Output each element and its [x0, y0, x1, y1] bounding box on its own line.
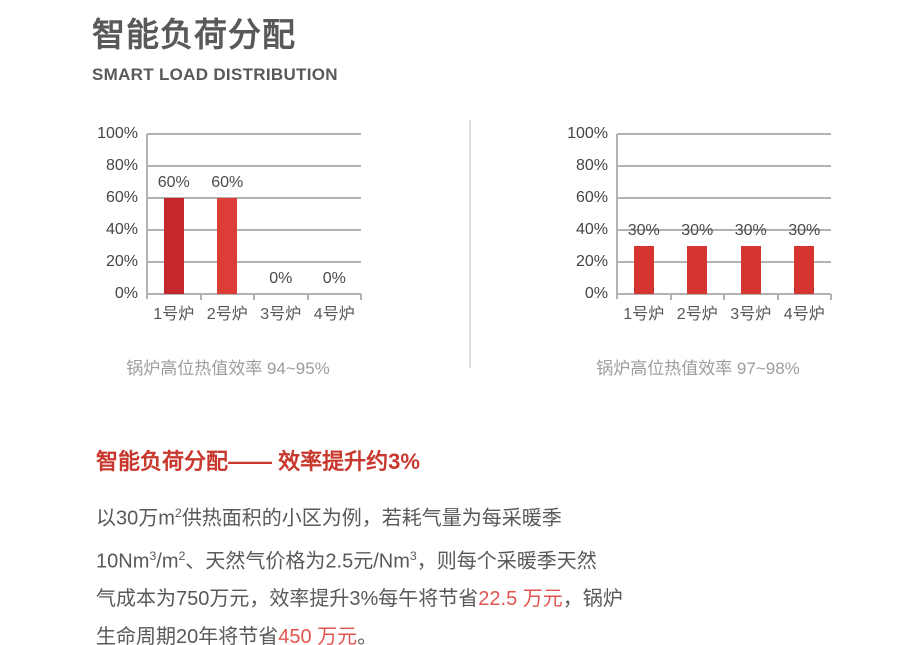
text-segment: 。 — [357, 625, 378, 645]
paragraph-line: 生命周期20年将节省450 万元。 — [96, 619, 623, 645]
text-segment: 气成本为750万元，效率提升3%每午将节省 — [96, 588, 479, 611]
x-tick-mark — [669, 294, 672, 300]
y-axis-label: 60% — [105, 189, 138, 206]
y-axis-label: 80% — [105, 157, 138, 174]
chart-current-load-distribution: 100% 80% 60% 40% 20% 0% 60% 1号炉 60% 2号炉 0% 3号炉 0% 4号炉… — [90, 122, 366, 388]
y-axis-label: 0% — [114, 285, 138, 302]
text-segment: ，则每个采暖季天然 — [416, 550, 597, 573]
chart-smart-load-distribution: 100% 80% 60% 40% 20% 0% 30% 1号炉 30% 2号炉 30% 3号炉 30% 4… — [560, 122, 836, 388]
y-axis-label: 40% — [575, 221, 608, 238]
x-tick-mark — [199, 294, 202, 300]
x-tick-label: 3号炉 — [260, 306, 302, 323]
bar-value-label: 30% — [681, 222, 714, 239]
x-tick-label: 2号炉 — [676, 306, 718, 323]
x-tick-mark — [360, 294, 362, 300]
x-tick-label: 2号炉 — [206, 306, 248, 323]
text-segment: 生命周期20年将节省 — [96, 625, 279, 645]
gridline — [617, 261, 831, 263]
x-tick-mark — [830, 294, 832, 300]
superscript: 2 — [178, 549, 186, 564]
bar — [794, 246, 815, 294]
bar — [217, 198, 238, 294]
y-axis-label: 80% — [575, 157, 608, 174]
text-segment: 供热面积的小区为例，若耗气量为每采暖季 — [181, 507, 562, 530]
gridline — [617, 229, 831, 231]
bar-value-label: 0% — [322, 270, 346, 287]
paragraph-line: 10Nm3/m2、天然气价格为2.5元/Nm3，则每个采暖季天然 — [96, 538, 623, 581]
chart-caption: 锅炉高位热值效率 94~95% — [126, 359, 330, 378]
paragraph: 以30万m2供热面积的小区为例，若耗气量为每采暖季 10Nm3/m2、天然气价格为… — [96, 495, 623, 645]
highlight-red-text: 450 万元 — [278, 625, 358, 645]
bar-value-label: 60% — [211, 174, 244, 191]
text-segment: 、天然气价格为2.5元/Nm — [185, 550, 410, 573]
gridline — [147, 133, 361, 135]
gridline — [147, 165, 361, 167]
paragraph-line: 气成本为750万元，效率提升3%每午将节省22.5 万元，锅炉 — [96, 581, 623, 619]
superscript: 3 — [149, 549, 157, 564]
text-segment: 以30万m — [96, 507, 175, 530]
bar — [687, 246, 708, 294]
y-axis-label: 60% — [575, 189, 608, 206]
y-axis-label: 40% — [105, 221, 138, 238]
bar — [633, 246, 654, 294]
gridline — [617, 165, 831, 167]
text-segment: 10Nm — [96, 550, 150, 573]
header: 智能负荷分配 SMART LOAD DISTRIBUTION — [92, 8, 338, 85]
bar — [740, 246, 761, 294]
y-axis-label: 100% — [97, 125, 138, 142]
superscript: 3 — [409, 549, 417, 564]
explanation-section: 智能负荷分配—— 效率提升约3% 以30万m2供热面积的小区为例，若耗气量为每采… — [96, 444, 623, 645]
bar-value-label: 30% — [788, 222, 821, 239]
x-tick-label: 3号炉 — [730, 306, 772, 323]
y-axis-line — [146, 134, 148, 299]
gridline — [147, 229, 361, 231]
bar-value-label: 30% — [627, 222, 660, 239]
bar — [163, 198, 184, 294]
gridline — [147, 261, 361, 263]
text-segment: ，锅炉 — [562, 588, 623, 611]
x-tick-label: 1号炉 — [623, 306, 665, 323]
x-tick-label: 4号炉 — [313, 306, 355, 323]
page-subtitle: SMART LOAD DISTRIBUTION — [92, 65, 338, 84]
highlight-red-text: 22.5 万元 — [478, 588, 563, 611]
text-segment: /m — [156, 550, 179, 573]
gridline — [617, 197, 831, 199]
y-axis-label: 100% — [567, 125, 608, 142]
y-axis-line — [616, 134, 618, 299]
bar-value-label: 0% — [269, 270, 293, 287]
x-tick-label: 4号炉 — [783, 306, 825, 323]
x-tick-label: 1号炉 — [153, 306, 195, 323]
page-title: 智能负荷分配 — [92, 16, 296, 53]
bar-value-label: 60% — [157, 174, 190, 191]
y-axis-label: 0% — [584, 285, 608, 302]
x-tick-mark — [776, 294, 779, 300]
chart-divider — [469, 120, 471, 368]
chart-caption: 锅炉高位热值效率 97~98% — [596, 359, 800, 378]
x-tick-mark — [253, 294, 255, 300]
y-axis-label: 20% — [575, 253, 608, 270]
gridline — [147, 197, 361, 199]
superscript: 2 — [174, 506, 182, 520]
gridline — [617, 133, 831, 135]
y-axis-label: 20% — [105, 253, 138, 270]
x-tick-mark — [306, 294, 309, 300]
paragraph-line: 以30万m2供热面积的小区为例，若耗气量为每采暖季 — [96, 495, 623, 538]
bar-value-label: 30% — [734, 222, 767, 239]
x-tick-mark — [723, 294, 725, 300]
section-headline: 智能负荷分配—— 效率提升约3% — [96, 449, 420, 474]
